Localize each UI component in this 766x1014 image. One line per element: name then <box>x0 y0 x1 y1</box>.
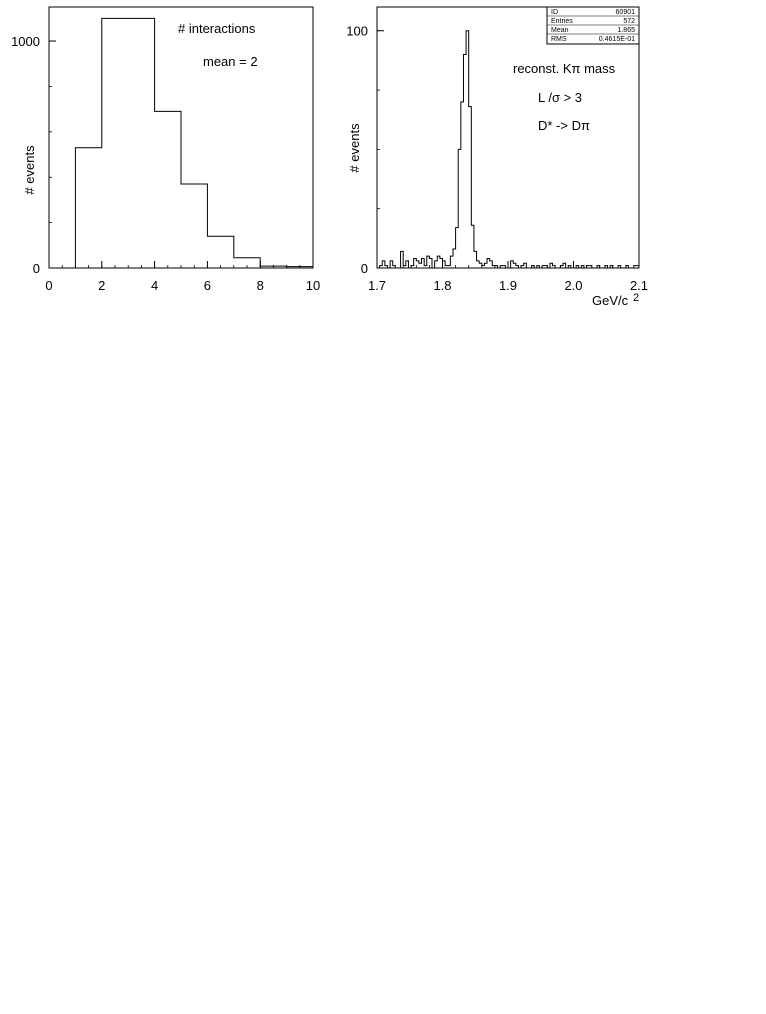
y-axis-label: # events <box>22 145 37 195</box>
y-tick-label: 100 <box>346 24 368 39</box>
stats-value-entries: 572 <box>623 18 635 25</box>
annotation-dstar-decay: D* -> Dπ <box>538 118 590 133</box>
y-axis-label: # events <box>347 123 362 173</box>
stats-label-id: ID <box>551 9 558 16</box>
annotation-kpi-mass: reconst. Kπ mass <box>513 61 616 76</box>
stats-value-rms: 0.4615E-01 <box>599 36 635 43</box>
x-axis-ticks: 0 2 4 6 8 10 <box>45 261 320 293</box>
x-axis-label-superscript: 2 <box>633 292 639 304</box>
x-tick-label: 0 <box>45 278 52 293</box>
x-tick-label: 1.7 <box>368 278 386 293</box>
x-tick-label: 6 <box>204 278 211 293</box>
annotation-decay-length: L /σ > 3 <box>538 90 582 105</box>
y-axis-ticks: 0 100 <box>346 24 384 276</box>
y-axis-ticks: 0 1000 <box>11 34 56 276</box>
y-tick-label: 1000 <box>11 34 40 49</box>
plot-frame <box>376 6 640 269</box>
stats-value-mean: 1.865 <box>617 27 635 34</box>
x-axis-label: GeV/c <box>592 293 629 308</box>
kpi-mass-histogram: 1.7 1.8 1.9 2.0 2.1 0 100 # events GeV/c 2 re… <box>346 6 648 308</box>
histogram-line <box>49 17 314 269</box>
stats-label-entries: Entries <box>551 18 573 25</box>
x-tick-label: 1.9 <box>499 278 517 293</box>
x-tick-label: 8 <box>257 278 264 293</box>
x-tick-label: 4 <box>151 278 158 293</box>
annotation-mean: mean = 2 <box>203 54 258 69</box>
x-tick-label: 2.0 <box>564 278 582 293</box>
x-tick-label: 2 <box>98 278 105 293</box>
x-tick-label: 10 <box>306 278 320 293</box>
stats-value-id: 60901 <box>616 9 636 16</box>
x-tick-label: 1.8 <box>433 278 451 293</box>
stats-box: ID 60901 Entries 572 Mean 1.865 RMS 0.46… <box>546 6 640 45</box>
y-tick-label: 0 <box>33 261 40 276</box>
histogram-line <box>377 30 640 269</box>
interactions-histogram: 0 2 4 6 8 10 0 1000 # events # interactions me… <box>11 6 320 293</box>
stats-label-mean: Mean <box>551 27 569 34</box>
y-tick-label: 0 <box>361 261 368 276</box>
x-tick-label: 2.1 <box>630 278 648 293</box>
annotation-interactions: # interactions <box>178 21 256 36</box>
stats-label-rms: RMS <box>551 36 567 43</box>
